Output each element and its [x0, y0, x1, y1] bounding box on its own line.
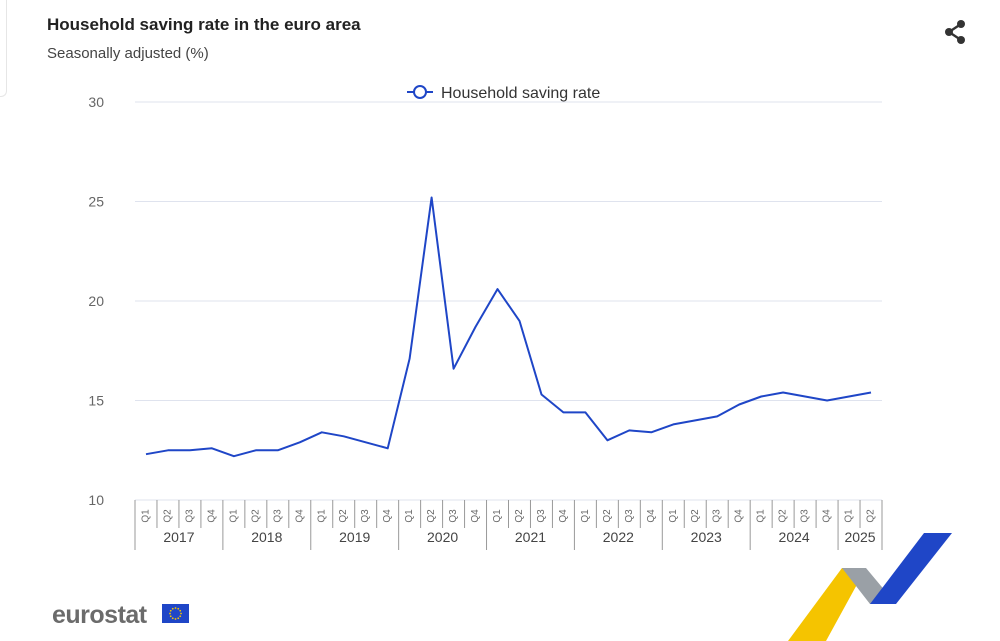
x-quarter-label: Q2	[690, 509, 701, 523]
x-quarter-label: Q2	[602, 509, 613, 523]
x-quarter-label: Q1	[316, 509, 327, 523]
x-year-label: 2025	[844, 529, 875, 545]
x-quarter-label: Q3	[624, 509, 635, 523]
x-quarter-label: Q2	[426, 509, 437, 523]
x-quarter-label: Q1	[404, 509, 415, 523]
x-quarter-label: Q1	[580, 509, 591, 523]
x-year-label: 2020	[427, 529, 458, 545]
x-quarter-label: Q4	[382, 509, 393, 523]
flag-star	[180, 612, 182, 615]
y-tick-label: 10	[88, 492, 104, 508]
legend-label: Household saving rate	[441, 85, 600, 102]
y-tick-label: 20	[88, 293, 104, 309]
chart-title: Household saving rate in the euro area	[47, 15, 361, 34]
flag-star	[177, 617, 180, 620]
flag-star	[171, 617, 174, 620]
y-tick-label: 30	[88, 94, 104, 110]
flag-star	[179, 609, 182, 612]
x-quarter-label: Q3	[184, 509, 195, 523]
flag-star	[174, 618, 177, 620]
x-quarter-label: Q3	[800, 509, 811, 523]
y-axis: 10 15 20 25 30	[88, 94, 104, 508]
x-quarter-label: Q3	[272, 509, 283, 523]
x-quarter-label: Q1	[844, 509, 855, 523]
x-quarter-label: Q2	[778, 509, 789, 523]
x-year-label: 2019	[339, 529, 370, 545]
x-year-label: 2023	[691, 529, 722, 545]
x-year-label: 2021	[515, 529, 546, 545]
eurostat-logo: eurostat	[52, 601, 147, 629]
x-quarter-label: Q1	[756, 509, 767, 523]
series-layer	[145, 196, 872, 458]
y-grid	[135, 101, 882, 501]
flag-star	[179, 615, 182, 618]
decorative-ribbon	[788, 533, 952, 641]
x-quarter-label: Q4	[646, 509, 657, 523]
legend[interactable]: Household saving rate	[407, 85, 600, 102]
x-quarter-label: Q2	[162, 509, 173, 523]
flag-star	[169, 609, 172, 612]
x-quarter-label: Q3	[360, 509, 371, 523]
x-quarter-label: Q1	[668, 509, 679, 523]
x-quarter-label: Q2	[866, 509, 877, 523]
flag-star	[171, 607, 174, 610]
x-quarter-label: Q1	[140, 509, 151, 523]
series-line	[145, 196, 872, 458]
chart-subtitle: Seasonally adjusted (%)	[47, 45, 209, 62]
x-quarter-label: Q3	[712, 509, 723, 523]
x-quarter-label: Q3	[536, 509, 547, 523]
x-quarter-label: Q4	[206, 509, 217, 523]
x-quarter-label: Q4	[294, 509, 305, 523]
flag-star	[174, 607, 177, 609]
x-year-label: 2024	[779, 529, 810, 545]
x-quarter-label: Q2	[514, 509, 525, 523]
flag-star	[177, 607, 180, 610]
x-year-label: 2018	[251, 529, 282, 545]
x-quarter-label: Q1	[228, 509, 239, 523]
x-quarter-label: Q3	[448, 509, 459, 523]
x-quarter-label: Q4	[734, 509, 745, 523]
x-year-label: 2017	[163, 529, 194, 545]
x-axis: Q1 Q2 Q3 Q4 Q1 Q2 Q3 Q4 Q1 Q2 Q3 Q4 Q1 Q2 Q3 Q4 Q1 Q2 Q3 Q4…	[134, 500, 883, 550]
y-tick-label: 25	[88, 194, 104, 210]
flag-star	[169, 615, 172, 618]
x-quarter-label: Q4	[470, 509, 481, 523]
x-quarter-label: Q2	[338, 509, 349, 523]
eu-flag-icon	[162, 604, 189, 623]
x-year-label: 2022	[603, 529, 634, 545]
x-quarter-label: Q1	[492, 509, 503, 523]
x-quarter-label: Q4	[558, 509, 569, 523]
y-tick-label: 15	[88, 393, 104, 409]
flag-star	[169, 612, 171, 615]
x-quarter-label: Q4	[822, 509, 833, 523]
share-icon[interactable]	[942, 19, 968, 45]
x-quarter-label: Q2	[250, 509, 261, 523]
